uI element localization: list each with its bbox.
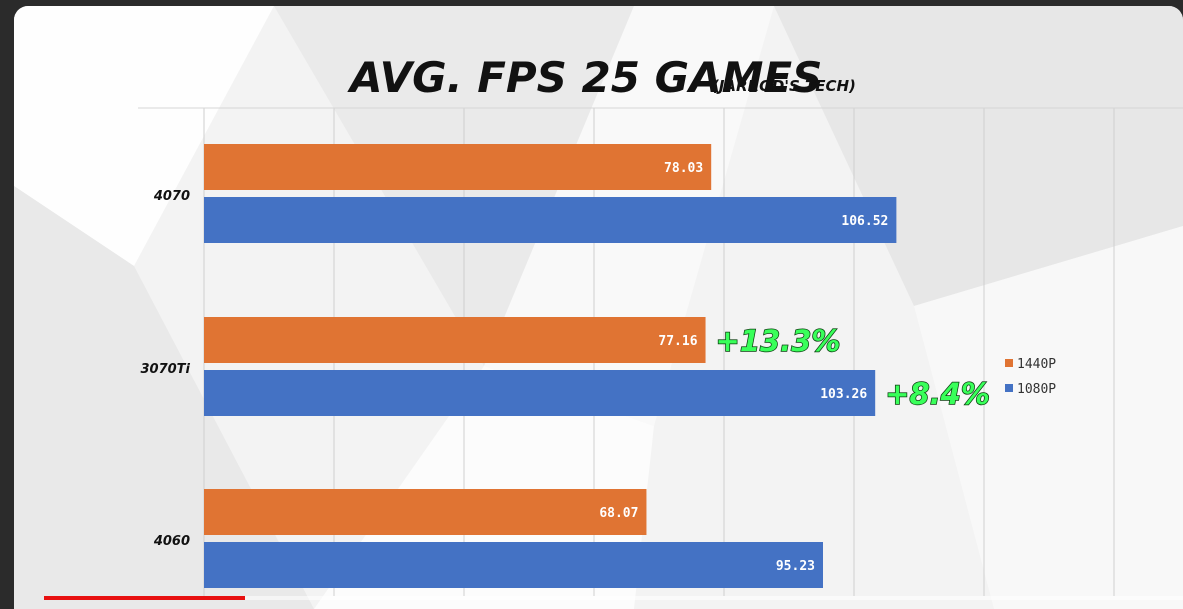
percent-annotation: +13.3% bbox=[716, 324, 841, 358]
category-label: 3070Ti bbox=[140, 362, 190, 377]
bar-1440p-3070ti bbox=[204, 317, 706, 363]
bars bbox=[204, 144, 897, 588]
legend-label-1080p: 1080P bbox=[1017, 382, 1056, 397]
video-progress-bar[interactable] bbox=[44, 596, 1183, 600]
labels: 4070 78.03 106.52 3070Ti 77.16 +13.3% 103.26 +8… bbox=[140, 161, 990, 574]
bar-1080p-4070 bbox=[204, 197, 897, 243]
chart-frame: 4070 78.03 106.52 3070Ti 77.16 +13.3% 103.26 +8… bbox=[14, 6, 1183, 609]
value-label: 106.52 bbox=[841, 214, 888, 229]
legend-swatch-1080p bbox=[1005, 384, 1013, 392]
legend-swatch-1440p bbox=[1005, 359, 1013, 367]
chart-subtitle: (JARROD'S TECH) bbox=[712, 77, 856, 95]
legend-label-1440p: 1440P bbox=[1017, 357, 1056, 372]
bar-chart: 4070 78.03 106.52 3070Ti 77.16 +13.3% 103.26 +8… bbox=[138, 53, 1183, 596]
category-label: 4070 bbox=[153, 189, 190, 204]
bar-1080p-3070ti bbox=[204, 370, 876, 416]
category-label: 4060 bbox=[153, 534, 190, 549]
value-label: 103.26 bbox=[820, 387, 867, 402]
bar-1080p-4060 bbox=[204, 542, 823, 588]
value-label: 78.03 bbox=[664, 161, 703, 176]
progress-track bbox=[44, 596, 1183, 600]
value-label: 68.07 bbox=[599, 506, 638, 521]
percent-annotation: +8.4% bbox=[885, 377, 990, 411]
value-label: 95.23 bbox=[776, 559, 815, 574]
legend: 1440P 1080P bbox=[1005, 357, 1056, 397]
bar-1440p-4060 bbox=[204, 489, 647, 535]
progress-fill bbox=[44, 596, 245, 600]
bar-1440p-4070 bbox=[204, 144, 712, 190]
value-label: 77.16 bbox=[658, 334, 697, 349]
chart-title: AVG. FPS 25 GAMES bbox=[347, 53, 822, 102]
